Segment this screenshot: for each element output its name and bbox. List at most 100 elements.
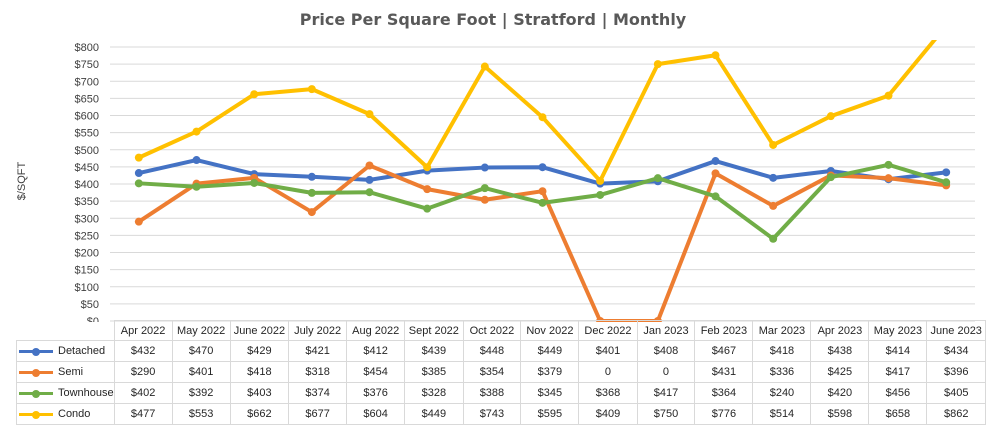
data-label-semi: $385 (404, 361, 464, 383)
x-category-label: June 2023 (926, 320, 986, 341)
legend-label-detached: Detached (58, 345, 106, 357)
data-point-condo (250, 90, 259, 99)
data-point-semi (423, 185, 432, 194)
data-label-semi: $418 (229, 361, 290, 383)
data-point-condo (538, 113, 547, 122)
y-tick-label: $0 (87, 316, 99, 322)
data-label-detached: $414 (868, 340, 928, 362)
x-category-label: Aug 2022 (346, 320, 406, 341)
table-header-row: Apr 2022 May 2022 June 2022 July 2022 Aug 20… (17, 320, 986, 341)
data-label-detached: $438 (810, 340, 870, 362)
x-category-label: June 2022 (229, 320, 290, 341)
data-label-townhouse: $402 (113, 382, 173, 404)
data-point-condo (826, 112, 835, 121)
data-label-condo: $514 (752, 403, 812, 425)
data-point-semi (538, 187, 547, 196)
x-category-label: July 2022 (288, 320, 348, 341)
x-category-label: Nov 2022 (520, 320, 580, 341)
data-point-townhouse (480, 184, 489, 193)
data-label-detached: $401 (578, 340, 638, 362)
data-point-townhouse (769, 234, 778, 243)
data-label-semi: 0 (578, 361, 638, 383)
data-label-townhouse: $374 (288, 382, 348, 404)
data-label-condo: $604 (346, 403, 406, 425)
data-point-detached (307, 172, 316, 181)
data-label-condo: $658 (868, 403, 928, 425)
series-line-condo (136, 40, 938, 183)
data-point-townhouse (423, 204, 432, 213)
data-label-townhouse: $392 (171, 382, 231, 404)
data-label-semi: $396 (926, 361, 986, 383)
data-point-townhouse (942, 178, 951, 187)
y-tick-label: $300 (75, 213, 99, 225)
data-point-detached (134, 169, 143, 178)
y-tick-label: $50 (81, 299, 99, 311)
data-point-townhouse (538, 198, 547, 207)
x-category-label: Mar 2023 (752, 320, 812, 341)
data-label-semi: $336 (752, 361, 812, 383)
data-label-townhouse: $405 (926, 382, 986, 404)
data-label-detached: $421 (288, 340, 348, 362)
data-label-condo: $595 (520, 403, 580, 425)
data-point-semi (307, 208, 316, 217)
data-label-condo: $598 (810, 403, 870, 425)
data-label-detached: $449 (520, 340, 580, 362)
data-label-condo: $553 (171, 403, 231, 425)
series-lines (134, 22, 951, 322)
data-point-detached (192, 156, 201, 165)
data-label-condo: $409 (578, 403, 638, 425)
data-label-condo: $776 (694, 403, 754, 425)
data-label-semi: 0 (636, 361, 696, 383)
y-tick-label: $700 (75, 76, 99, 88)
data-point-detached (365, 175, 374, 184)
y-tick-label: $450 (75, 162, 99, 174)
legend-label-condo: Condo (58, 408, 91, 420)
line-chart: $0 $50 $100 $150 $200 $250 $300 $350 $400 $450 $50… (75, 22, 975, 322)
data-point-condo (653, 60, 662, 69)
data-label-detached: $429 (229, 340, 290, 362)
legend-key-detached (17, 345, 55, 357)
data-label-detached: $432 (113, 340, 173, 362)
y-tick-label: $600 (75, 111, 99, 123)
y-tick-label: $350 (75, 196, 99, 208)
data-label-townhouse: $240 (752, 382, 812, 404)
y-tick-label: $150 (75, 265, 99, 277)
data-label-townhouse: $403 (229, 382, 290, 404)
data-label-townhouse: $368 (578, 382, 638, 404)
x-category-label: Oct 2022 (462, 320, 522, 341)
data-label-semi: $290 (113, 361, 173, 383)
data-point-townhouse (134, 179, 143, 188)
data-point-detached (942, 168, 951, 177)
data-label-townhouse: $364 (694, 382, 754, 404)
data-point-detached (769, 173, 778, 182)
legend-key-townhouse (17, 387, 55, 399)
chart-title: Price Per Square Foot | Stratford | Mont… (299, 10, 687, 29)
data-point-condo (942, 22, 950, 30)
data-label-townhouse: $417 (636, 382, 696, 404)
y-tick-label: $100 (75, 282, 99, 294)
data-table: Apr 2022 May 2022 June 2022 July 2022 Aug 20… (16, 320, 986, 425)
y-tick-label: $800 (75, 42, 99, 54)
data-point-condo (192, 127, 201, 136)
table-row-semi: Semi $290 $401 $418 $318 $454 $385 $354 $379 0 0 $4… (16, 361, 986, 383)
data-label-semi: $431 (694, 361, 754, 383)
data-point-condo (423, 163, 432, 172)
data-point-detached (711, 157, 720, 166)
data-label-townhouse: $345 (520, 382, 580, 404)
data-label-detached: $470 (171, 340, 231, 362)
data-label-semi: $454 (346, 361, 406, 383)
data-point-townhouse (192, 182, 201, 191)
table-row-townhouse: Townhouse $402 $392 $403 $374 $376 $328 $388 $34… (16, 382, 986, 404)
data-label-detached: $412 (346, 340, 406, 362)
y-tick-label: $250 (75, 230, 99, 242)
data-point-townhouse (596, 190, 605, 199)
legend-entry-townhouse: Townhouse (16, 382, 115, 404)
data-point-condo (307, 85, 316, 94)
data-label-semi: $401 (171, 361, 231, 383)
data-point-detached (538, 163, 547, 172)
data-point-townhouse (826, 173, 835, 182)
data-label-condo: $677 (288, 403, 348, 425)
data-point-condo (596, 176, 605, 185)
data-point-semi (711, 169, 720, 178)
data-point-townhouse (653, 174, 662, 183)
